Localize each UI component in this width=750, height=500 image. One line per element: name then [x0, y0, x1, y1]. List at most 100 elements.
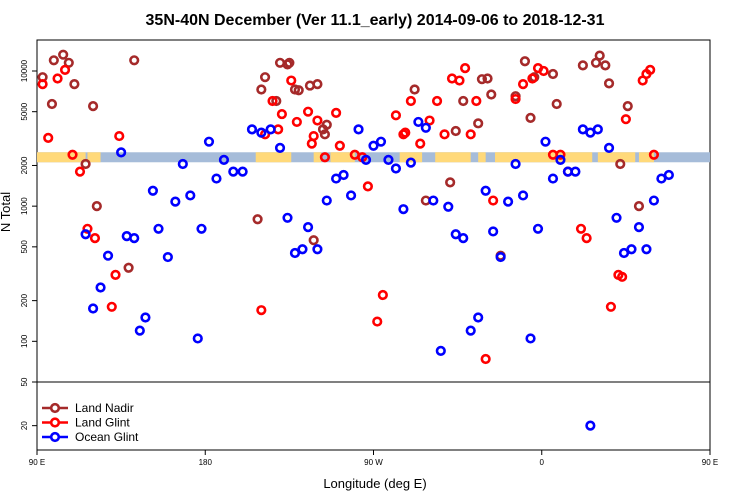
data-point [405, 157, 416, 168]
data-point [620, 114, 631, 125]
data-point [495, 251, 506, 263]
data-point [648, 195, 660, 206]
data-point [321, 195, 332, 206]
data-point [256, 127, 267, 138]
x-tick-label: 0 [540, 458, 545, 467]
band-land-segment [399, 152, 423, 163]
data-point [527, 73, 538, 84]
x-axis-ticks: 90 E 180 90 W 0 90 E [29, 450, 718, 467]
data-point [476, 74, 488, 85]
data-point [581, 233, 592, 244]
data-point [87, 100, 99, 112]
data-point [626, 244, 637, 255]
chart-title: 35N-40N December (Ver 11.1_early) 2014-0… [146, 12, 605, 29]
data-point [74, 166, 86, 177]
data-point [95, 282, 106, 293]
data-point [114, 130, 125, 142]
data-point [256, 305, 267, 316]
data-point [458, 233, 469, 244]
data-point [656, 173, 667, 184]
data-point [641, 244, 652, 255]
data-point [284, 57, 295, 68]
data-point [110, 269, 121, 281]
data-point [58, 49, 69, 60]
data-point [362, 181, 373, 192]
data-point [289, 247, 301, 259]
data-point [547, 173, 559, 184]
data-point [134, 325, 145, 336]
data-point [473, 118, 484, 129]
band-land-segment [478, 152, 486, 163]
data-point [153, 223, 164, 234]
data-point [383, 154, 394, 165]
data-point [488, 195, 499, 206]
data-point [409, 84, 420, 95]
data-point [218, 154, 230, 165]
band-land-segment [435, 152, 471, 163]
data-point [312, 115, 323, 126]
band-ocean [37, 152, 710, 163]
y-axis-ticks: 50 100 200 500 1000 2000 5000 10000 20 [20, 59, 37, 430]
data-point [460, 63, 471, 74]
data-point [259, 72, 271, 83]
data-point [445, 177, 456, 188]
x-tick-label: 180 [199, 458, 213, 467]
data-point [465, 325, 476, 336]
data-point [102, 250, 114, 261]
data-point [91, 201, 102, 212]
data-point [321, 119, 332, 130]
band-land-segment [638, 152, 654, 163]
land-ocean-band [37, 152, 710, 163]
data-point [372, 316, 383, 327]
data-point [486, 89, 497, 100]
data-point [353, 124, 364, 135]
data-point [377, 289, 388, 301]
data-point [87, 303, 99, 314]
data-point [603, 142, 615, 153]
data-point [59, 64, 71, 75]
data-point [645, 64, 656, 75]
data-point [615, 158, 626, 170]
data-point [319, 152, 330, 163]
data-point [439, 129, 450, 140]
legend-label: Land Glint [75, 416, 130, 430]
data-point [420, 122, 431, 133]
y-tick-label-lower: 20 [20, 421, 29, 430]
data-point [338, 169, 349, 181]
x-tick-label: 90 W [364, 458, 383, 467]
data-point [147, 185, 159, 196]
data-point [334, 140, 345, 151]
data-point [465, 129, 476, 140]
data-point [480, 353, 491, 365]
data-point [663, 169, 674, 181]
data-point [177, 158, 188, 170]
data-point [390, 110, 402, 121]
data-point [413, 116, 424, 128]
y-tick-label: 10000 [20, 59, 29, 82]
data-point [405, 95, 416, 107]
data-point [308, 130, 319, 142]
plot-frame [36, 39, 711, 451]
data-point [473, 312, 484, 323]
data-point [633, 221, 645, 233]
data-point [319, 129, 330, 140]
data-point [265, 124, 276, 135]
data-point [69, 78, 80, 90]
band-land-segment [495, 152, 593, 163]
data-point [482, 73, 493, 84]
data-point [274, 142, 286, 153]
data-point [43, 132, 54, 143]
data-point [648, 149, 660, 160]
data-point [532, 223, 544, 234]
data-point [52, 73, 63, 84]
data-point [246, 124, 258, 135]
data-point [570, 166, 581, 177]
data-point [106, 301, 117, 312]
y-tick-label: 2000 [20, 156, 29, 174]
data-point [488, 226, 499, 237]
data-point [538, 65, 549, 77]
data-point [592, 124, 603, 135]
data-point [312, 244, 323, 255]
data-point [192, 333, 203, 344]
data-point [297, 244, 308, 255]
